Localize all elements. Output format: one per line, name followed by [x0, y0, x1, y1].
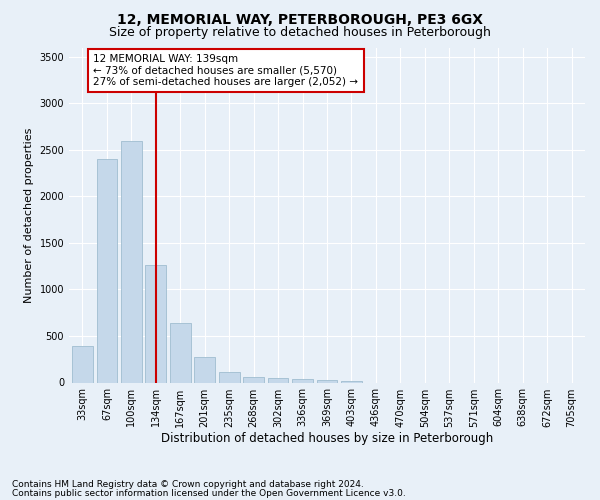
Bar [219, 372, 239, 382]
Bar [194, 358, 215, 382]
Text: Size of property relative to detached houses in Peterborough: Size of property relative to detached ho… [109, 26, 491, 39]
Bar [145, 265, 166, 382]
Bar [72, 346, 93, 383]
Text: 12 MEMORIAL WAY: 139sqm
← 73% of detached houses are smaller (5,570)
27% of semi: 12 MEMORIAL WAY: 139sqm ← 73% of detache… [94, 54, 358, 87]
X-axis label: Distribution of detached houses by size in Peterborough: Distribution of detached houses by size … [161, 432, 493, 446]
Bar [243, 377, 264, 382]
Bar [292, 379, 313, 382]
Bar [341, 380, 362, 382]
Y-axis label: Number of detached properties: Number of detached properties [24, 128, 34, 302]
Bar [170, 323, 191, 382]
Bar [268, 378, 289, 382]
Bar [121, 140, 142, 382]
Text: 12, MEMORIAL WAY, PETERBOROUGH, PE3 6GX: 12, MEMORIAL WAY, PETERBOROUGH, PE3 6GX [117, 12, 483, 26]
Text: Contains HM Land Registry data © Crown copyright and database right 2024.: Contains HM Land Registry data © Crown c… [12, 480, 364, 489]
Bar [97, 159, 117, 382]
Text: Contains public sector information licensed under the Open Government Licence v3: Contains public sector information licen… [12, 488, 406, 498]
Bar [317, 380, 337, 382]
